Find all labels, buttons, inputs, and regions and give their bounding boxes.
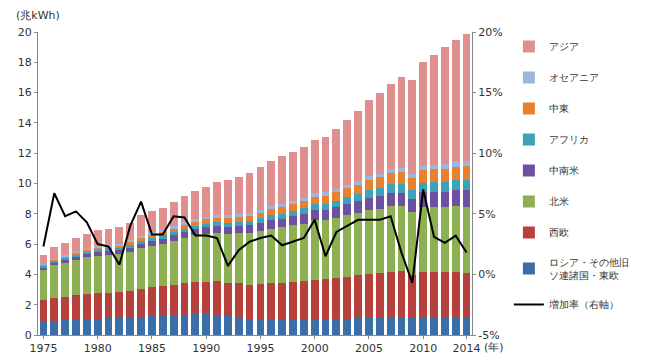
- svg-text:北米: 北米: [549, 196, 569, 207]
- svg-text:中南米: 中南米: [549, 165, 579, 176]
- svg-text:2014: 2014: [453, 342, 481, 355]
- svg-text:1980: 1980: [84, 342, 112, 355]
- svg-text:2010: 2010: [409, 342, 437, 355]
- svg-text:1975: 1975: [29, 342, 57, 355]
- svg-text:1985: 1985: [138, 342, 166, 355]
- svg-text:0: 0: [25, 329, 32, 342]
- svg-text:20%: 20%: [478, 26, 502, 39]
- svg-text:10%: 10%: [478, 147, 502, 160]
- svg-text:14: 14: [18, 117, 32, 130]
- svg-text:1995: 1995: [246, 342, 274, 355]
- svg-text:ロシア・その他旧ソ連諸国・東欧: ロシア・その他旧ソ連諸国・東欧: [549, 257, 629, 281]
- svg-text:16: 16: [18, 86, 32, 99]
- svg-text:10: 10: [18, 177, 32, 190]
- svg-text:-5%: -5%: [478, 329, 499, 342]
- svg-text:4: 4: [25, 268, 32, 281]
- svg-text:5%: 5%: [478, 208, 495, 221]
- svg-text:中東: 中東: [549, 103, 569, 114]
- svg-text:12: 12: [18, 147, 32, 160]
- svg-text:8: 8: [25, 208, 32, 221]
- svg-text:西欧: 西欧: [549, 227, 569, 238]
- svg-text:2000: 2000: [301, 342, 329, 355]
- svg-text:6: 6: [25, 238, 32, 251]
- svg-text:増加率（右軸）: 増加率（右軸）: [548, 299, 619, 310]
- svg-text:2: 2: [25, 299, 32, 312]
- svg-text:(兆kWh): (兆kWh): [16, 9, 60, 22]
- svg-text:0%: 0%: [478, 268, 495, 281]
- svg-text:18: 18: [18, 56, 32, 69]
- svg-text:オセアニア: オセアニア: [549, 72, 599, 83]
- svg-text:2005: 2005: [355, 342, 383, 355]
- svg-text:アジア: アジア: [549, 41, 579, 52]
- svg-text:アフリカ: アフリカ: [549, 134, 589, 145]
- svg-text:1990: 1990: [192, 342, 220, 355]
- svg-text:(年): (年): [484, 341, 504, 354]
- svg-text:20: 20: [18, 26, 32, 39]
- svg-text:15%: 15%: [478, 86, 502, 99]
